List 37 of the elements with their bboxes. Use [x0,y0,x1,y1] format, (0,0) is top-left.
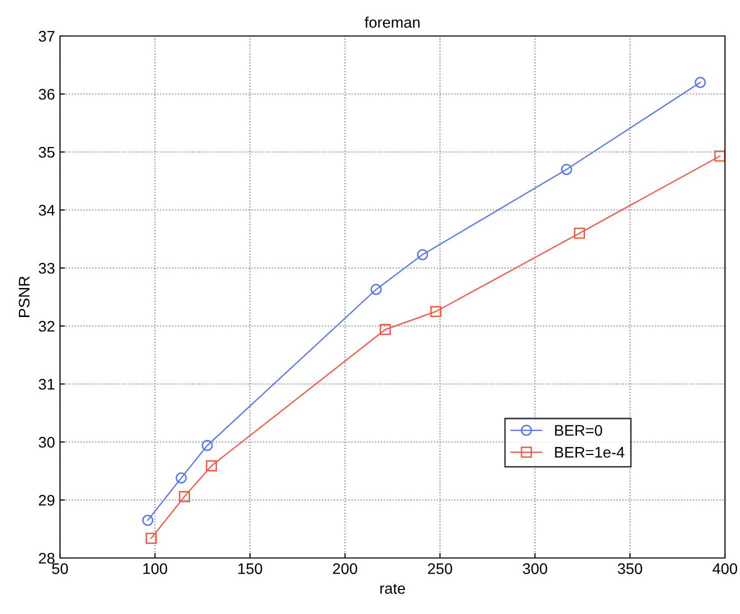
x-tick-label: 100 [143,563,168,574]
y-axis-title: PSNR [18,276,30,317]
y-tick-label: 31 [38,378,54,390]
point [714,150,725,162]
legend-label: BER=0 [555,425,602,436]
x-tick-label: 50 [52,563,68,574]
x-axis-title: rate [380,584,405,594]
y-tick-label: 37 [38,30,54,42]
y-tick-label: 33 [38,262,54,274]
x-tick-label: 350 [618,563,642,574]
chart-title: foreman [364,16,420,28]
legend-label: BER=1e-4 [555,447,624,458]
point [176,472,187,484]
point [370,284,382,296]
point [560,164,572,175]
point [146,532,157,544]
point [206,460,217,472]
x-tick-label: 400 [712,563,738,574]
point [380,324,391,336]
point [430,306,442,318]
point [202,440,213,452]
point [416,249,428,260]
y-tick-label: 30 [38,436,55,448]
y-tick-label: 29 [38,494,54,506]
x-tick-label: 300 [522,563,548,574]
point [574,228,586,239]
point [142,514,154,526]
x-tick-label: 200 [333,563,358,574]
y-tick-label: 34 [38,204,55,216]
y-tick-label: 32 [38,320,54,332]
y-tick-label: 35 [38,146,54,158]
point [178,490,190,502]
x-tick-label: 150 [238,563,262,574]
y-tick-label: 36 [38,88,54,100]
y-tick-label: 28 [38,552,54,564]
point [694,76,706,88]
x-tick-label: 250 [428,563,452,574]
